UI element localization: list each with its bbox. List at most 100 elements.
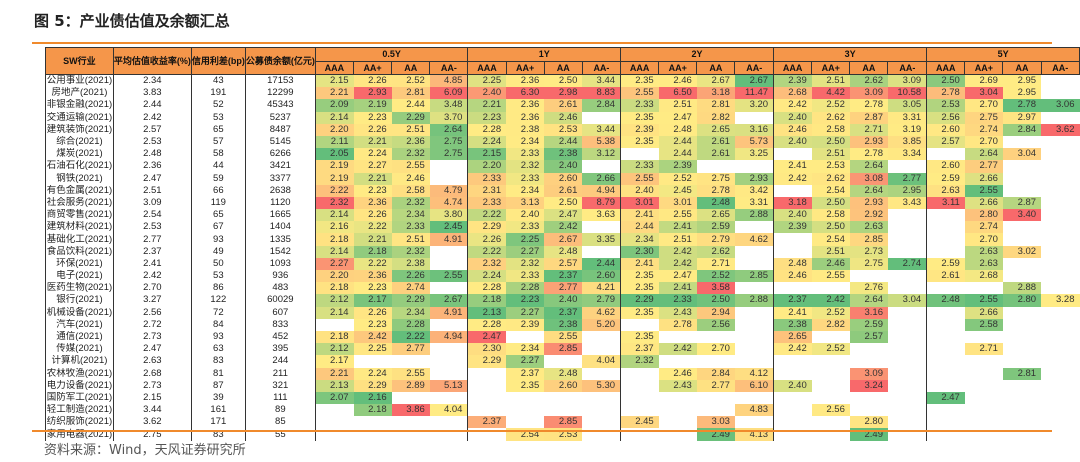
yield-cell: 2.80: [1002, 294, 1042, 307]
avg-yield: 2.44: [112, 99, 192, 112]
yield-cell: [392, 416, 430, 428]
yield-cell: 2.26: [353, 306, 392, 319]
yield-cell: 2.35: [620, 74, 659, 88]
header-avg-yield: 平均估值收益率(%): [112, 47, 192, 75]
yield-cell: 3.11: [926, 196, 965, 210]
yield-cell: 2.66: [964, 306, 1003, 319]
yield-cell: [773, 416, 812, 429]
bond-balance: 3421: [244, 160, 316, 173]
header-industry: SW行业: [45, 47, 114, 75]
yield-cell: 2.48: [696, 196, 735, 210]
yield-cell: [620, 391, 659, 405]
yield-cell: 2.52: [696, 270, 735, 283]
yield-cell: [1003, 233, 1041, 245]
yield-cell: [467, 367, 507, 380]
avg-yield: 2.36: [112, 160, 192, 173]
header-rating: AAA: [314, 60, 355, 75]
yield-cell: 2.28: [506, 282, 545, 295]
yield-cell: 3.42: [734, 184, 774, 197]
yield-cell: 2.34: [391, 306, 430, 319]
table-row: 环保(2021) 2.41 50 1093 2.27 2.22 2.38 2.32 2.32 2.…: [45, 257, 1080, 270]
bond-balance: 483: [244, 282, 316, 295]
table-row: 机械设备(2021) 2.56 72 607 2.14 2.26 2.34 4.91 2.13 2…: [45, 306, 1080, 319]
yield-cell: 2.44: [544, 135, 583, 149]
yield-cell: 2.12: [314, 294, 354, 307]
yield-cell: [430, 343, 468, 355]
yield-cell: 2.32: [391, 245, 430, 258]
header-rating: AA: [849, 60, 889, 75]
yield-cell: 4.04: [582, 355, 621, 368]
yield-cell: 2.59: [926, 172, 965, 185]
yield-cell: 3.04: [887, 294, 927, 307]
yield-cell: 2.68: [773, 87, 812, 100]
yield-cell: 4.79: [429, 184, 468, 197]
avg-yield: 2.34: [112, 74, 192, 88]
yield-cell: 2.38: [506, 123, 545, 136]
yield-cell: 2.42: [811, 294, 850, 307]
yield-cell: 3.31: [734, 196, 774, 210]
yield-cell: 2.59: [849, 318, 888, 331]
yield-cell: [735, 307, 774, 319]
yield-cell: 2.30: [620, 245, 659, 258]
avg-yield: 2.54: [112, 209, 192, 222]
yield-cell: 2.57: [544, 257, 583, 270]
yield-cell: 4.85: [429, 74, 468, 88]
yield-cell: 2.16: [314, 221, 354, 234]
yield-cell: 3.19: [887, 123, 927, 136]
header-rating: AAA: [773, 60, 813, 75]
yield-cell: 3.85: [887, 135, 927, 149]
credit-spread: 52: [190, 99, 246, 112]
yield-cell: 2.36: [353, 270, 392, 283]
yield-cell: 2.48: [544, 367, 583, 380]
yield-cell: [430, 392, 468, 404]
avg-yield: 2.77: [112, 233, 192, 246]
bond-balance: 1093: [244, 257, 316, 270]
yield-cell: [1041, 185, 1079, 197]
yield-cell: [1003, 343, 1041, 355]
yield-cell: 2.19: [314, 160, 354, 173]
yield-cell: 2.35: [620, 282, 659, 295]
yield-cell: [544, 404, 582, 416]
yield-cell: 2.09: [314, 99, 354, 112]
bond-balance: 321: [244, 379, 316, 392]
yield-cell: 2.81: [391, 87, 430, 100]
yield-cell: 2.20: [314, 123, 354, 136]
table-row: 建筑材料(2021) 2.53 67 1404 2.16 2.22 2.33 2.45 2.29…: [45, 221, 1080, 234]
yield-cell: [773, 282, 812, 295]
yield-cell: [1003, 160, 1041, 172]
yield-cell: 3.31: [887, 111, 927, 124]
yield-cell: [888, 221, 927, 233]
yield-cell: 2.68: [964, 270, 1003, 283]
header-rating: AA-: [429, 60, 469, 75]
credit-spread: 93: [190, 233, 246, 246]
yield-cell: 2.42: [773, 99, 812, 112]
yield-cell: [430, 282, 468, 294]
table-row: 社会服务(2021) 3.09 119 1120 2.32 2.36 2.32 4.74 2.3…: [45, 196, 1080, 210]
yield-cell: [659, 416, 697, 428]
yield-cell: [506, 416, 544, 428]
yield-cell: 2.32: [391, 148, 430, 161]
industry-name: 交通运输(2021): [45, 111, 114, 124]
header-tenor: 1Y: [467, 47, 622, 62]
yield-cell: 2.46: [391, 172, 430, 185]
credit-spread: 57: [190, 135, 246, 149]
yield-cell: [812, 282, 850, 294]
yield-cell: 2.28: [467, 318, 507, 331]
yield-cell: 2.15: [467, 148, 507, 161]
yield-cell: [582, 368, 620, 380]
yield-cell: 2.55: [964, 294, 1003, 307]
header-rating: AA-: [1040, 60, 1080, 75]
yield-cell: 3.13: [506, 196, 545, 210]
yield-cell: 2.93: [734, 172, 774, 185]
yield-cell: [850, 343, 888, 355]
yield-cell: 2.42: [658, 245, 697, 258]
yield-cell: 2.51: [391, 123, 430, 136]
yield-cell: 2.67: [696, 74, 735, 88]
yield-cell: 2.05: [314, 148, 354, 161]
header-tenor: 2Y: [620, 47, 775, 62]
yield-cell: [506, 392, 544, 404]
yield-cell: [1041, 404, 1079, 416]
yield-cell: 3.04: [1002, 148, 1042, 161]
yield-cell: 2.33: [467, 196, 507, 210]
industry-name: 通信(2021): [45, 330, 114, 344]
